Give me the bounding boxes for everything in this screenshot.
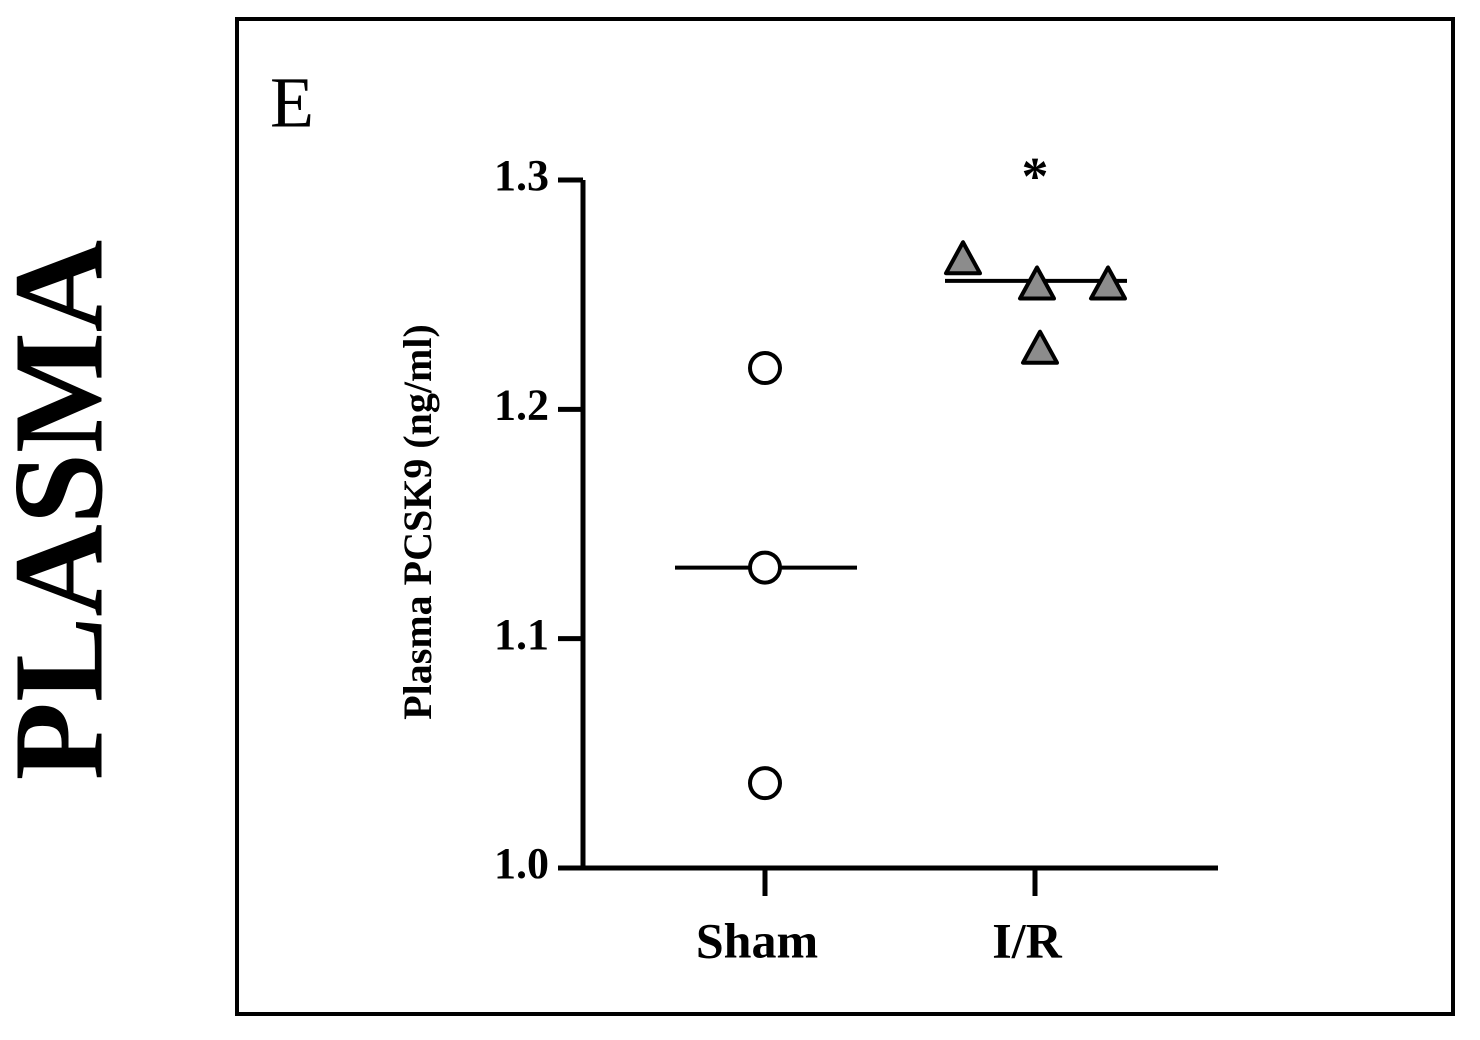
data-point xyxy=(748,550,782,585)
y-tick-label: 1.1 xyxy=(494,610,549,659)
panel-frame xyxy=(235,17,1455,1016)
panel-label: E xyxy=(270,63,314,143)
significance-marker: * xyxy=(1022,146,1049,206)
data-point xyxy=(1018,265,1056,301)
x-tick-label: Sham xyxy=(696,912,818,968)
data-point xyxy=(748,351,782,386)
y-tick-label: 1.2 xyxy=(494,380,549,429)
y-tick-label: 1.0 xyxy=(494,839,549,888)
x-tick-label: I/R xyxy=(992,912,1062,968)
side-label: PLASMA xyxy=(0,240,129,780)
data-point xyxy=(1089,265,1127,301)
data-point xyxy=(748,766,782,801)
y-tick-label: 1.3 xyxy=(494,151,549,200)
data-point xyxy=(1021,329,1059,365)
data-point xyxy=(944,240,982,276)
y-axis-label: Plasma PCSK9 (ng/ml) xyxy=(395,324,440,720)
